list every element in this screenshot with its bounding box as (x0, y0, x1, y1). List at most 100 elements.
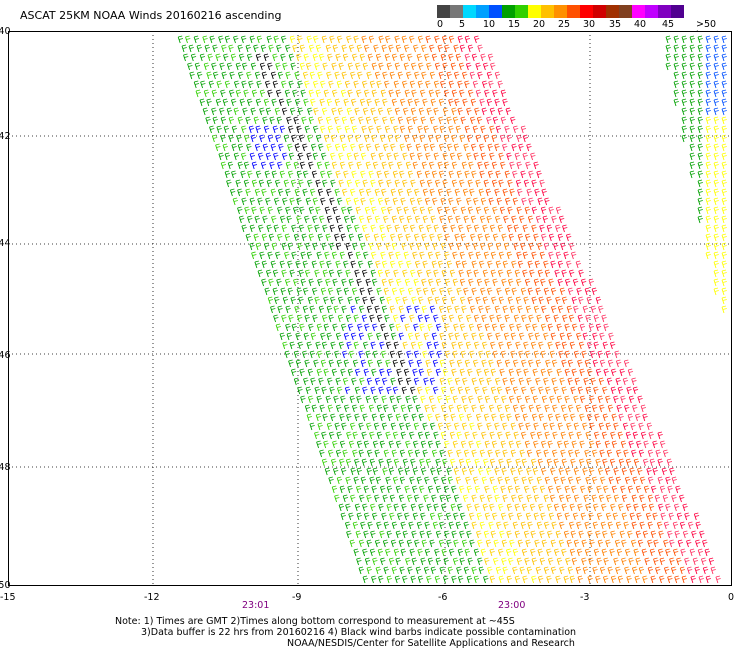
wind-barb (721, 44, 727, 53)
wind-barb (287, 287, 293, 296)
wind-barb (456, 197, 462, 206)
wind-barb (601, 548, 607, 557)
wind-barb (560, 431, 566, 440)
wind-barb (705, 71, 711, 80)
wind-barb (492, 485, 498, 494)
wind-barb (444, 44, 450, 53)
wind-barb (618, 503, 624, 512)
wind-barb (627, 530, 633, 539)
wind-barb (313, 107, 319, 116)
wind-barb (496, 287, 502, 296)
wind-barb (561, 269, 567, 278)
wind-barb (287, 242, 293, 251)
wind-barb (345, 476, 351, 485)
wind-barb (579, 368, 585, 377)
wind-barb (388, 161, 394, 170)
wind-barb (587, 485, 593, 494)
wind-barb (320, 197, 326, 206)
wind-barb (514, 413, 521, 422)
wind-barb (689, 152, 695, 161)
wind-barb (380, 206, 387, 215)
wind-barb (355, 206, 361, 215)
wind-barb (450, 296, 456, 305)
wind-barb (298, 179, 304, 188)
colorbar-swatch (437, 5, 450, 18)
wind-barb (400, 548, 406, 557)
wind-barb (575, 260, 582, 269)
wind-barb (350, 260, 356, 269)
wind-barb (269, 116, 275, 125)
wind-barb (347, 323, 354, 332)
wind-barb (388, 278, 394, 287)
wind-barb (496, 359, 502, 368)
wind-barb (273, 224, 279, 233)
wind-barb (564, 323, 570, 332)
wind-barb (281, 242, 287, 251)
wind-barb (260, 44, 267, 53)
wind-barb (402, 224, 409, 233)
wind-barb (450, 413, 456, 422)
colorbar-tick-label: 15 (508, 19, 521, 30)
wind-barb (272, 269, 279, 278)
wind-barb (311, 170, 318, 179)
wind-barb (456, 566, 462, 575)
wind-barb (353, 341, 359, 350)
wind-barb (208, 80, 215, 89)
wind-barb (359, 494, 365, 503)
wind-barb (386, 179, 392, 188)
wind-barb (299, 206, 305, 215)
wind-barb (478, 188, 484, 197)
wind-barb (391, 521, 398, 530)
wind-barb (690, 575, 696, 584)
wind-barb (562, 314, 568, 323)
wind-barb (436, 350, 443, 359)
wind-barb (228, 134, 234, 143)
wind-barb (434, 548, 440, 557)
wind-barb (500, 350, 507, 359)
wind-barb (555, 206, 562, 215)
wind-barb (483, 179, 489, 188)
wind-barb (502, 260, 509, 269)
wind-barb (399, 53, 406, 62)
wind-barb (398, 260, 404, 269)
wind-barb (411, 89, 417, 98)
wind-barb (534, 260, 541, 269)
wind-barb (434, 296, 440, 305)
wind-barb (487, 260, 493, 269)
wind-barb (354, 386, 361, 395)
wind-barb (571, 323, 578, 332)
wind-barb (689, 548, 696, 557)
wind-barb (350, 332, 357, 341)
wind-barb (697, 53, 703, 62)
wind-barb (397, 512, 403, 521)
wind-barb (238, 215, 245, 224)
wind-barb (503, 242, 510, 251)
wind-barb (713, 125, 719, 134)
wind-barb (450, 458, 456, 467)
wind-barb (296, 53, 302, 62)
wind-barb (394, 134, 401, 143)
wind-barb (325, 350, 332, 359)
wind-barb (402, 296, 408, 305)
wind-barb (694, 566, 700, 575)
wind-barb (279, 215, 286, 224)
wind-barb (344, 521, 351, 530)
wind-barb (331, 89, 338, 98)
wind-barb (443, 161, 450, 170)
wind-barb (412, 395, 418, 404)
wind-barb (697, 143, 703, 152)
wind-barb (448, 404, 454, 413)
wind-barb (471, 566, 477, 575)
wind-barb (333, 395, 339, 404)
wind-barb (521, 503, 528, 512)
wind-barb (394, 107, 401, 116)
wind-barb (610, 368, 617, 377)
wind-barb (328, 359, 334, 368)
wind-barb (673, 53, 679, 62)
wind-barb (490, 368, 497, 377)
wind-barb (309, 350, 316, 359)
wind-barb (426, 503, 432, 512)
wind-barb (471, 521, 477, 530)
wind-barb (402, 179, 408, 188)
wind-barb (464, 359, 471, 368)
